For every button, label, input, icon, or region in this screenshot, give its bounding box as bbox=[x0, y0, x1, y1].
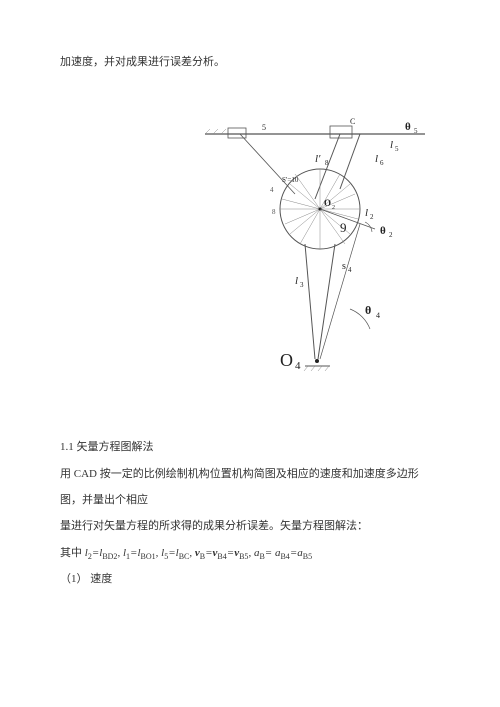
body-text: 1.1 矢量方程图解法 用 CAD 按一定的比例绘制机构位置机构简图及相应的速度… bbox=[60, 434, 440, 592]
label-5: 5 bbox=[262, 123, 266, 132]
svg-text:4: 4 bbox=[376, 311, 380, 320]
p3-prefix: 其中 bbox=[60, 547, 85, 559]
label-l7: l′ bbox=[315, 153, 321, 165]
svg-text:2: 2 bbox=[370, 213, 374, 221]
svg-text:4: 4 bbox=[295, 360, 301, 372]
label-C: C bbox=[350, 117, 355, 126]
label-l5: l bbox=[390, 139, 393, 151]
label-O4: O bbox=[280, 350, 293, 370]
label-O2: O bbox=[324, 198, 331, 208]
svg-text:4: 4 bbox=[270, 186, 274, 194]
formula-line: l2=lBD2, l1=lBO1, l5=lBC, vB=vB4=vB5, aB… bbox=[85, 547, 312, 559]
svg-text:2: 2 bbox=[389, 231, 393, 239]
svg-text:4: 4 bbox=[348, 266, 352, 274]
diagram-container: C 5 θ 5 l 5 l 6 l′ 8 4 8 S′=10 O 2 bbox=[60, 114, 440, 374]
paragraph-1: 用 CAD 按一定的比例绘制机构位置机构简图及相应的速度和加速度多边形图，并量出… bbox=[60, 461, 440, 514]
label-theta2: θ bbox=[380, 225, 386, 237]
label-s4: s bbox=[342, 261, 346, 272]
label-l6: l bbox=[375, 153, 378, 165]
label-s10: S′=10 bbox=[282, 176, 299, 184]
mechanism-diagram: C 5 θ 5 l 5 l 6 l′ 8 4 8 S′=10 O 2 bbox=[200, 114, 430, 374]
label-theta5: θ bbox=[405, 121, 411, 133]
label-l3: l bbox=[295, 275, 298, 287]
section-heading: 1.1 矢量方程图解法 bbox=[60, 434, 440, 460]
item-1: （1） 速度 bbox=[60, 566, 440, 592]
paragraph-3: 其中 l2=lBD2, l1=lBO1, l5=lBC, vB=vB4=vB5,… bbox=[60, 540, 440, 566]
svg-text:8: 8 bbox=[272, 208, 276, 216]
paragraph-2: 量进行对矢量方程的所求得的成果分析误差。矢量方程图解法： bbox=[60, 513, 440, 539]
intro-line: 加速度，并对成果进行误差分析。 bbox=[60, 50, 440, 74]
label-nine: 9 bbox=[340, 220, 347, 235]
label-l2: l bbox=[365, 207, 368, 219]
svg-text:3: 3 bbox=[300, 281, 304, 289]
label-theta5-sub: 5 bbox=[414, 127, 418, 135]
svg-text:8: 8 bbox=[325, 159, 329, 167]
label-theta4: θ bbox=[365, 303, 371, 317]
svg-text:2: 2 bbox=[332, 205, 335, 211]
svg-text:6: 6 bbox=[380, 159, 384, 167]
svg-text:5: 5 bbox=[395, 145, 399, 153]
